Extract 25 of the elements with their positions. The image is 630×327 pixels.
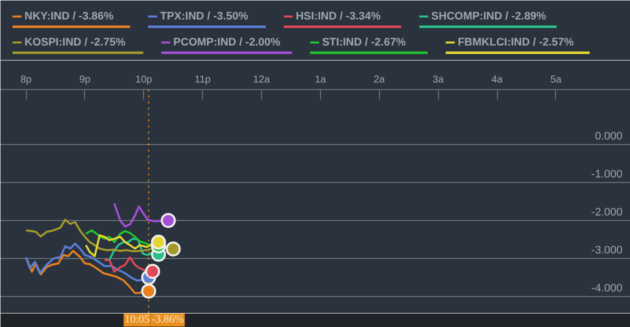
- x-tick-label: 5a: [550, 74, 562, 86]
- y-tick-label: -4.000: [591, 282, 623, 294]
- x-tick-label: 8p: [20, 74, 32, 86]
- x-tick-label: 12a: [253, 74, 270, 86]
- legend-label: PCOMP:IND / -2.00%: [173, 36, 280, 48]
- x-tick-label: 3a: [432, 74, 444, 86]
- legend-label: STI:IND / -2.67%: [322, 36, 406, 48]
- x-tick-label: 11p: [194, 74, 212, 86]
- x-tick-label: 1a: [314, 74, 326, 86]
- legend-label: SHCOMP:IND / -2.89%: [431, 10, 546, 22]
- x-tick-label: 2a: [374, 74, 386, 86]
- legend-label: NKY:IND / -3.86%: [24, 10, 114, 22]
- y-tick-label: -3.000: [591, 244, 623, 256]
- legend-label: TPX:IND / -3.50%: [160, 10, 248, 22]
- legend-label: HSI:IND / -3.34%: [296, 10, 381, 22]
- legend-label: KOSPI:IND / -2.75%: [24, 36, 126, 48]
- y-tick-label: -1.000: [591, 168, 623, 181]
- legend-label: FBMKLCI:IND / -2.57%: [458, 36, 574, 48]
- x-tick-label: 9p: [79, 74, 91, 86]
- y-tick-label: 0.000: [594, 130, 623, 143]
- x-tick-label: 4a: [491, 74, 504, 86]
- ref-line-label: 10:05: [124, 314, 150, 326]
- y-tick-label: -2.000: [591, 206, 623, 218]
- x-tick-label: 10p: [135, 74, 153, 86]
- annotation: -3.86%: [152, 314, 184, 326]
